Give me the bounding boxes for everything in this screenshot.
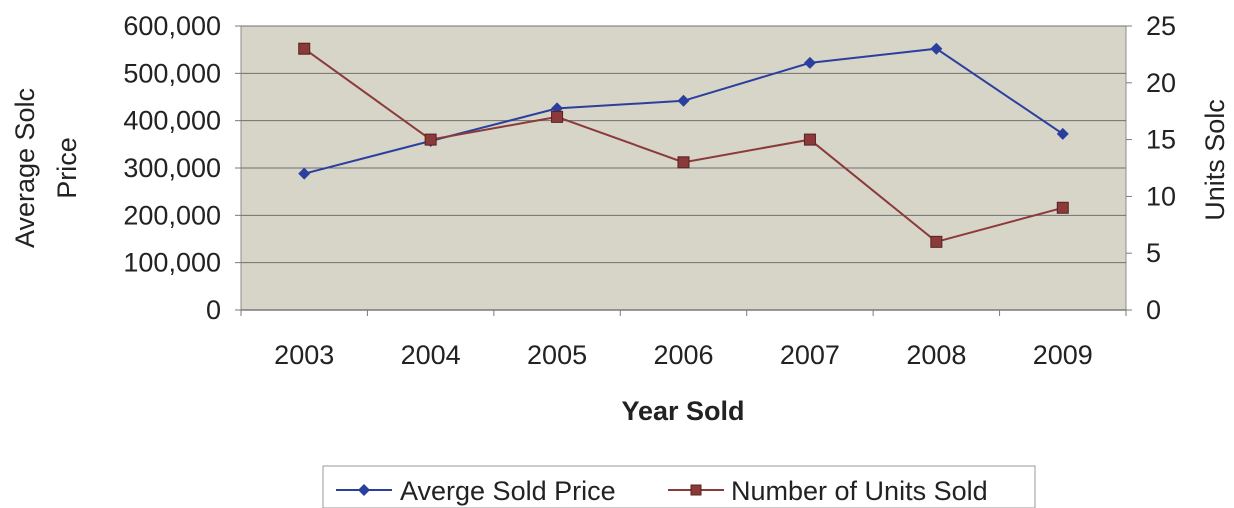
data-point-price — [803, 56, 816, 69]
x-axis-ticks: 2003 2004 2005 2006 2007 2008 2009 — [240, 310, 1127, 370]
left-axis-tick-label: 400,000 — [123, 106, 221, 136]
data-point-units — [930, 235, 943, 248]
x-axis-tick-label: 2005 — [527, 340, 587, 370]
x-axis-tick-label: 2004 — [401, 340, 461, 370]
right-axis-title: Units Solc — [1200, 99, 1230, 221]
data-point-price — [1056, 127, 1069, 140]
legend-label-price: Averge Sold Price — [400, 476, 616, 506]
legend-marker-units — [690, 484, 702, 496]
gridlines — [241, 25, 1126, 264]
right-axis-tick-label: 15 — [1146, 125, 1176, 155]
data-point-price — [930, 42, 943, 55]
data-point-units — [1056, 201, 1069, 214]
right-axis-tick-label: 5 — [1146, 238, 1161, 268]
legend-label-units: Number of Units Sold — [731, 476, 988, 506]
x-axis-title: Year Sold — [621, 396, 744, 426]
left-axis-title-line-1: Average Solc — [10, 88, 40, 248]
right-axis-tick-label: 25 — [1146, 11, 1176, 41]
legend-box — [322, 465, 1036, 508]
legend-marker-price — [358, 484, 370, 496]
left-axis-tick-label: 200,000 — [123, 200, 221, 230]
data-point-units — [551, 110, 564, 123]
x-axis-tick-label: 2007 — [780, 340, 840, 370]
left-axis-tick-label: 500,000 — [123, 58, 221, 88]
data-point-units — [298, 42, 311, 55]
data-point-units — [424, 133, 437, 146]
data-point-price — [298, 167, 311, 180]
data-point-price — [677, 94, 690, 107]
left-axis-tick-label: 100,000 — [123, 248, 221, 278]
data-point-units — [677, 156, 690, 169]
x-axis-tick-label: 2006 — [653, 340, 713, 370]
left-axis-tick-label: 0 — [206, 295, 221, 325]
left-axis-title-line-2: Price — [52, 137, 82, 199]
left-axis-tick-label: 300,000 — [123, 153, 221, 183]
data-point-units — [803, 133, 816, 146]
legend: Averge Sold Price Number of Units Sold — [322, 465, 1036, 508]
left-axis-tick-labels: 0 100,000 200,000 300,000 400,000 500,000 600,… — [123, 11, 241, 325]
series-layer — [298, 42, 1069, 248]
right-axis-tick-label: 20 — [1146, 68, 1176, 98]
right-axis-tick-label: 10 — [1146, 181, 1176, 211]
x-axis-tick-label: 2009 — [1033, 340, 1093, 370]
left-axis-tick-label: 600,000 — [123, 11, 221, 41]
x-axis-tick-label: 2008 — [906, 340, 966, 370]
x-axis-tick-label: 2003 — [274, 340, 334, 370]
right-axis-tick-label: 0 — [1146, 295, 1161, 325]
right-axis-tick-labels: 0 5 10 15 20 25 — [1126, 11, 1176, 325]
